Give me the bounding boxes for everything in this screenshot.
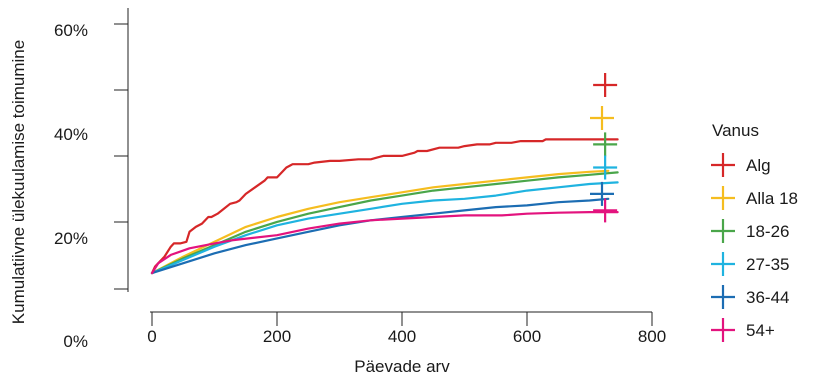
legend-item: 18-26 — [711, 219, 789, 243]
series-line-alg — [150, 138, 619, 275]
series-line-36-44 — [150, 197, 610, 275]
series-lines — [150, 73, 619, 275]
legend-label: 27-35 — [746, 255, 789, 274]
x-tick-label: 800 — [638, 327, 666, 346]
legend-label: 18-26 — [746, 222, 789, 241]
legend-item: 36-44 — [711, 285, 789, 309]
axes: 0% 20% 40% 60% 0 200 400 600 800 Päevade arv Kumul… — [9, 8, 666, 376]
censor-mark — [590, 181, 614, 206]
censor-mark — [593, 198, 618, 223]
legend-item: Alla 18 — [711, 186, 798, 210]
y-tick-label: 60% — [54, 21, 88, 40]
legend-label: Alla 18 — [746, 189, 798, 208]
legend-item: 54+ — [711, 318, 775, 342]
legend-title: Vanus — [712, 121, 759, 140]
x-tick-label: 400 — [388, 327, 416, 346]
series-line-54- — [150, 211, 619, 275]
censor-mark — [593, 155, 618, 180]
x-tick-label: 600 — [513, 327, 541, 346]
legend-item: 27-35 — [711, 252, 789, 276]
x-axis-title: Päevade arv — [354, 357, 450, 376]
legend: Vanus Alg Alla 18 18-26 27-35 36-44 54+ — [711, 121, 798, 342]
x-tick-label: 200 — [263, 327, 291, 346]
y-tick-label: 20% — [54, 229, 88, 248]
legend-label: 36-44 — [746, 288, 789, 307]
censor-mark — [593, 73, 618, 97]
legend-label: Alg — [746, 156, 771, 175]
censor-mark — [590, 106, 614, 130]
y-axis-title: Kumulatiivne ülekuulamise toimumine — [9, 40, 28, 324]
y-tick-label: 0% — [63, 332, 88, 351]
censor-mark — [593, 132, 618, 157]
x-tick-label: 0 — [147, 327, 156, 346]
series-line-alla-18 — [150, 169, 610, 275]
legend-item: Alg — [711, 153, 771, 177]
legend-label: 54+ — [746, 321, 775, 340]
series-line-18-26 — [150, 171, 619, 275]
y-tick-label: 40% — [54, 125, 88, 144]
